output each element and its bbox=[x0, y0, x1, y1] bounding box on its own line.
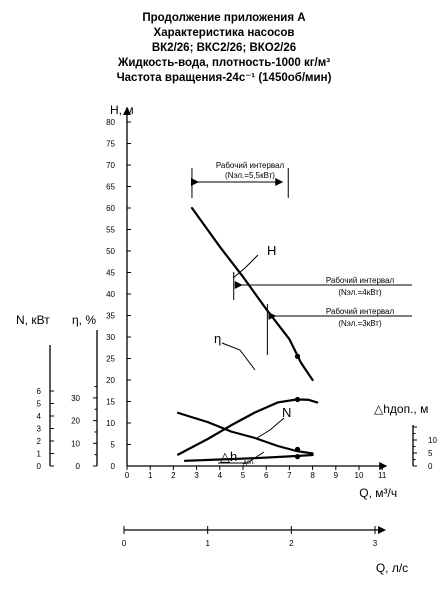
h-tick-label: 25 bbox=[106, 355, 115, 364]
h-tick-label: 70 bbox=[106, 161, 115, 170]
secondary-x-axis-label: Q, л/с bbox=[376, 561, 408, 575]
x-tick-label: 1 bbox=[148, 471, 153, 480]
x-tick-label: 2 bbox=[171, 471, 176, 480]
n-curve bbox=[176, 411, 314, 455]
x-tick-label: 10 bbox=[355, 471, 364, 480]
h-tick-label: 40 bbox=[106, 290, 115, 299]
interval-label-5-5kw: Рабочий интервал bbox=[216, 161, 285, 170]
h-tick-label: 45 bbox=[106, 269, 115, 278]
h-tick-label: 15 bbox=[106, 398, 115, 407]
h-tick-label: 0 bbox=[111, 462, 116, 471]
eta-marked-point bbox=[294, 396, 301, 403]
x-tick-label: 7 bbox=[287, 471, 292, 480]
n-tick-label: 0 bbox=[37, 462, 42, 471]
x-tick-label: 4 bbox=[218, 471, 223, 480]
eta-tick-label: 20 bbox=[71, 417, 80, 426]
h-tick-label: 75 bbox=[106, 140, 115, 149]
h-tick-label: 10 bbox=[106, 419, 115, 428]
x-tick-label: 0 bbox=[125, 471, 130, 480]
h-axis-label: H, м bbox=[110, 103, 134, 117]
n-tick-label: 3 bbox=[37, 425, 42, 434]
eta-tick-label: 0 bbox=[76, 462, 81, 471]
h-tick-label: 30 bbox=[106, 333, 115, 342]
header-line-3: ВК2/26; ВКС2/26; ВКО2/26 bbox=[151, 42, 297, 54]
x-tick-label: 11 bbox=[378, 471, 387, 480]
secondary-x-tick-label: 0 bbox=[122, 539, 127, 548]
h-tick-label: 60 bbox=[106, 204, 115, 213]
h-tick-label: 50 bbox=[106, 247, 115, 256]
eta-tick-label: 30 bbox=[71, 394, 80, 403]
h-tick-label: 80 bbox=[106, 118, 115, 127]
n-tick-label: 5 bbox=[37, 400, 42, 409]
x-tick-label: 8 bbox=[310, 471, 315, 480]
secondary-x-tick-label: 1 bbox=[205, 539, 210, 548]
n-curve-leader bbox=[256, 417, 285, 439]
n-curve-label: N bbox=[282, 405, 291, 420]
interval-label-4kw: Рабочий интервал bbox=[326, 276, 395, 285]
header-line-2: Характеристика насосов bbox=[153, 27, 295, 39]
eta-curve-label: η bbox=[214, 331, 221, 346]
n-tick-label: 4 bbox=[37, 412, 42, 421]
h-tick-label: 20 bbox=[106, 376, 115, 385]
h-tick-label: 65 bbox=[106, 183, 115, 192]
h-tick-label: 5 bbox=[111, 441, 116, 450]
h-curve-leader bbox=[232, 254, 259, 279]
eta-curve bbox=[176, 398, 319, 456]
eta-curve-leader bbox=[221, 342, 256, 371]
h-curve-label: H bbox=[267, 243, 276, 258]
n-tick-label: 6 bbox=[37, 387, 42, 396]
header-line-1: Продолжение приложения А bbox=[142, 12, 306, 24]
npsh-tick-label: 10 bbox=[428, 436, 437, 445]
secondary-x-tick-label: 2 bbox=[289, 539, 294, 548]
h-curve bbox=[190, 206, 314, 382]
npsh-curve-label-subscript: доп. bbox=[243, 460, 255, 466]
npsh-curve-leader bbox=[218, 451, 265, 464]
npsh-axis-label: △hдоп., м bbox=[374, 402, 428, 416]
interval-sublabel-4kw: (Nэл.=4кВт) bbox=[338, 288, 382, 297]
x-tick-label: 6 bbox=[264, 471, 269, 480]
x-tick-label: 9 bbox=[334, 471, 339, 480]
interval-sublabel-3kw: (Nэл.=3кВт) bbox=[338, 319, 382, 328]
npsh-tick-label: 0 bbox=[428, 462, 433, 471]
npsh-marked-point bbox=[294, 454, 301, 460]
x-tick-label: 3 bbox=[194, 471, 199, 480]
header-line-4: Жидкость-вода, плотность-1000 кг/м³ bbox=[117, 57, 331, 69]
n-tick-label: 2 bbox=[37, 437, 42, 446]
npsh-tick-label: 5 bbox=[428, 449, 433, 458]
eta-axis-label: η, % bbox=[72, 313, 96, 327]
n-marked-point bbox=[294, 446, 301, 452]
h-marked-point bbox=[294, 353, 301, 359]
h-tick-label: 35 bbox=[106, 312, 115, 321]
eta-tick-label: 10 bbox=[71, 439, 80, 448]
h-tick-label: 55 bbox=[106, 226, 115, 235]
interval-label-3kw: Рабочий интервал bbox=[326, 307, 395, 316]
secondary-x-tick-label: 3 bbox=[373, 539, 378, 548]
x-axis-label: Q, м³/ч bbox=[359, 486, 397, 500]
n-tick-label: 1 bbox=[37, 450, 42, 459]
interval-sublabel-5-5kw: (Nэл.=5,5кВт) bbox=[225, 171, 275, 180]
npsh-curve-label: △h bbox=[220, 449, 237, 464]
x-tick-label: 5 bbox=[241, 471, 246, 480]
n-axis-label: N, кВт bbox=[16, 313, 50, 327]
header-line-5: Частота вращения-24с⁻¹ (1450об/мин) bbox=[116, 72, 332, 84]
